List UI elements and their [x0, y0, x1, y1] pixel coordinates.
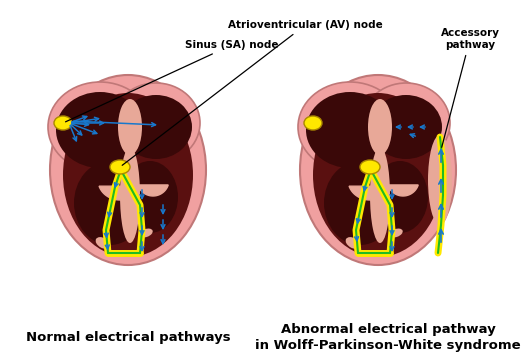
Ellipse shape [306, 92, 394, 168]
Text: Accessory
pathway: Accessory pathway [441, 28, 500, 147]
Text: in Wolff-Parkinson-White syndrome: in Wolff-Parkinson-White syndrome [255, 339, 521, 352]
Ellipse shape [122, 161, 178, 233]
Ellipse shape [139, 229, 153, 237]
Ellipse shape [120, 95, 192, 159]
Ellipse shape [120, 147, 140, 243]
Ellipse shape [63, 93, 193, 257]
Ellipse shape [74, 161, 146, 245]
Text: Atrioventricular (AV) node: Atrioventricular (AV) node [122, 20, 383, 165]
Ellipse shape [110, 160, 130, 174]
Ellipse shape [304, 116, 322, 130]
Ellipse shape [118, 99, 142, 155]
Ellipse shape [54, 116, 72, 130]
Ellipse shape [372, 161, 428, 233]
Ellipse shape [370, 147, 390, 243]
Ellipse shape [50, 75, 206, 265]
Ellipse shape [324, 161, 396, 245]
Ellipse shape [48, 82, 152, 172]
Text: Normal electrical pathways: Normal electrical pathways [26, 331, 230, 344]
Ellipse shape [298, 82, 402, 172]
Ellipse shape [370, 95, 442, 159]
Ellipse shape [300, 75, 456, 265]
Polygon shape [388, 185, 418, 196]
Polygon shape [349, 186, 391, 200]
Polygon shape [138, 185, 168, 196]
Ellipse shape [370, 163, 378, 171]
Ellipse shape [96, 237, 110, 249]
Ellipse shape [120, 163, 128, 171]
Ellipse shape [360, 160, 380, 174]
Ellipse shape [428, 135, 452, 225]
Ellipse shape [362, 83, 450, 163]
Polygon shape [99, 186, 141, 200]
Ellipse shape [112, 83, 200, 163]
Ellipse shape [313, 93, 443, 257]
Ellipse shape [56, 92, 144, 168]
Ellipse shape [346, 237, 360, 249]
Ellipse shape [368, 99, 392, 155]
Ellipse shape [362, 163, 370, 171]
Text: Abnormal electrical pathway: Abnormal electrical pathway [281, 323, 495, 337]
Text: Sinus (SA) node: Sinus (SA) node [66, 40, 279, 122]
Ellipse shape [112, 163, 120, 171]
Ellipse shape [389, 229, 402, 237]
